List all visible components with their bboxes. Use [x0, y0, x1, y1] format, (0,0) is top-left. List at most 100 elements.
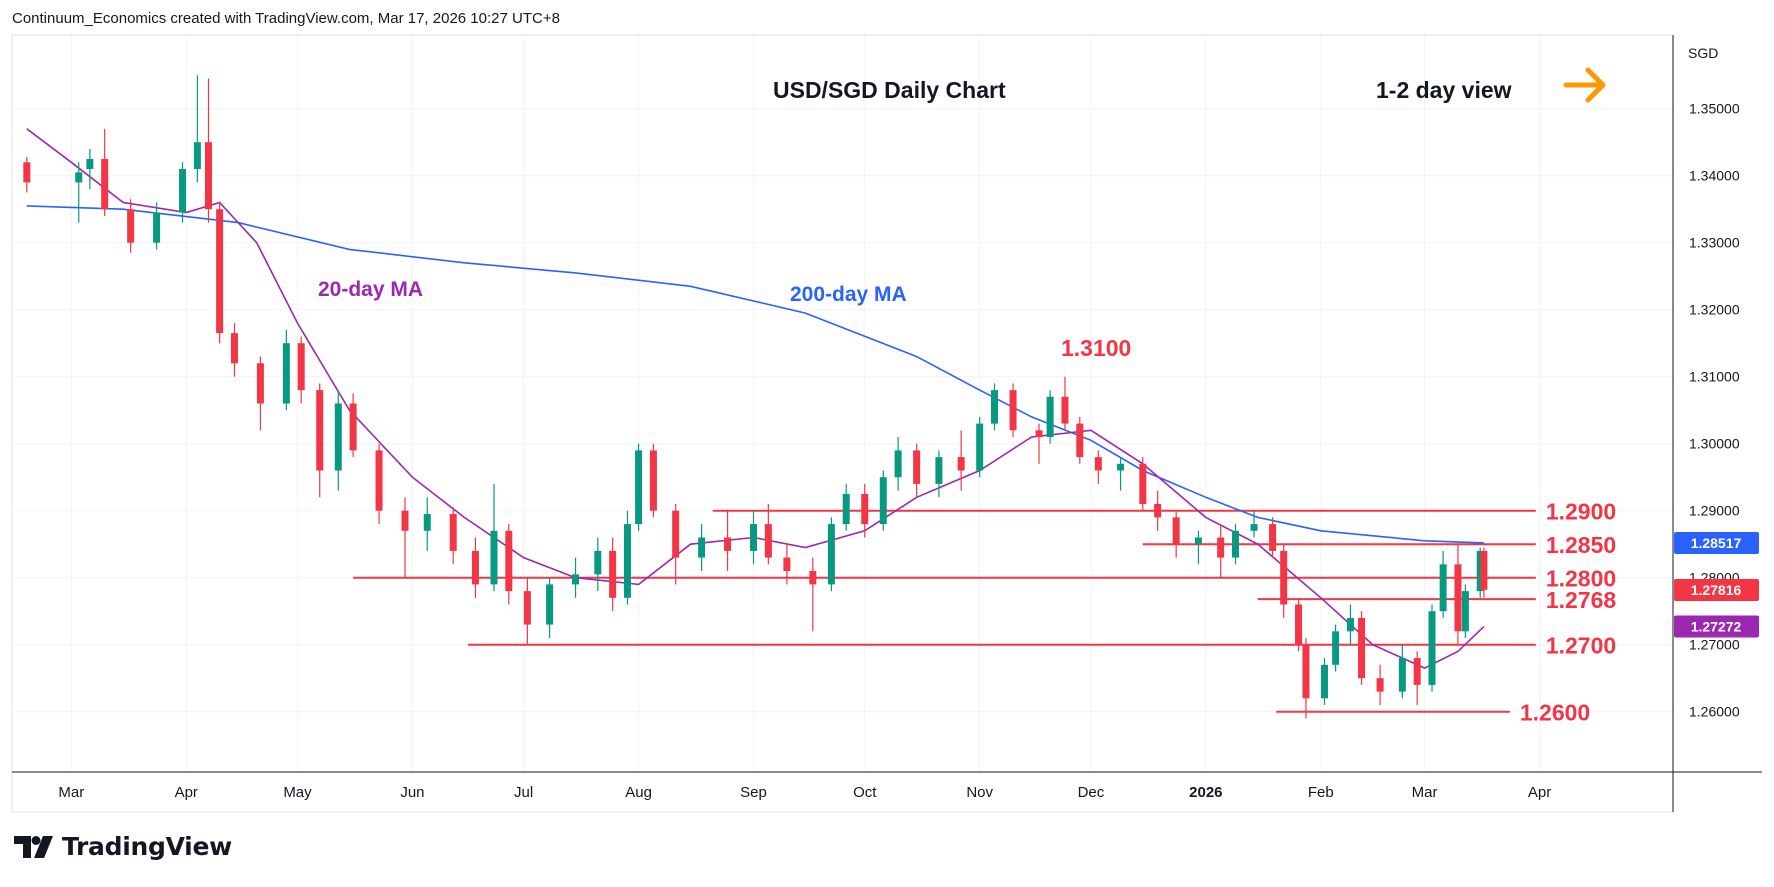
candle-body	[1346, 617, 1354, 632]
candle-body	[1172, 517, 1180, 545]
plot-frame	[11, 34, 1674, 813]
y-tick-label: 1.35000	[1689, 101, 1740, 117]
candle-body	[672, 510, 680, 558]
ma200-path	[26, 205, 1484, 544]
candle	[1139, 457, 1147, 511]
candle	[1250, 510, 1258, 538]
candle-body	[1250, 524, 1258, 531]
candle	[1076, 416, 1084, 464]
candle-body	[1454, 564, 1462, 632]
x-tick-label: Apr	[1528, 784, 1551, 801]
candle	[282, 329, 290, 411]
candle	[1413, 651, 1421, 705]
candle-body	[316, 390, 324, 471]
candle-body	[256, 363, 264, 404]
tradingview-logo[interactable]: TradingView	[14, 832, 232, 861]
y-tick-label: 1.30000	[1689, 436, 1740, 452]
candle	[672, 504, 680, 585]
candle-body	[1035, 430, 1043, 437]
candle	[1009, 383, 1017, 437]
chart-attribution: Continuum_Economics created with Trading…	[12, 10, 560, 27]
candle-body	[861, 493, 869, 525]
candle-body	[1461, 591, 1469, 632]
candle-body	[401, 510, 409, 531]
candle-body	[1269, 524, 1277, 551]
candle-body	[1332, 631, 1340, 665]
candle-body	[1428, 611, 1436, 685]
x-tick-label: May	[283, 784, 312, 801]
candle-body	[1194, 537, 1202, 545]
candle-body	[1302, 644, 1310, 699]
candle-body	[523, 591, 531, 625]
candle-body	[594, 550, 602, 575]
candle-body	[375, 450, 383, 511]
candle	[256, 356, 264, 431]
candle	[297, 336, 305, 404]
candle-body	[127, 209, 135, 243]
candle-body	[1376, 678, 1384, 692]
level-label: 1.2768	[1546, 587, 1617, 613]
candle	[623, 510, 631, 605]
candle	[1302, 638, 1310, 719]
x-tick-label: Mar	[1412, 784, 1438, 801]
candle-body	[101, 158, 109, 210]
candle	[957, 430, 965, 491]
candle	[861, 483, 869, 538]
candle-body	[827, 524, 835, 585]
y-tick-label: 1.26000	[1689, 704, 1740, 720]
price-badge: 1.27272	[1674, 615, 1759, 638]
candle-body	[1280, 550, 1288, 605]
candle	[1232, 524, 1240, 565]
candle	[879, 470, 887, 531]
candle-body	[153, 212, 161, 243]
price-badge: 1.27816	[1674, 579, 1759, 602]
candle-body	[1046, 396, 1054, 437]
candle	[935, 450, 943, 498]
ma200-label: 200-day MA	[790, 283, 907, 306]
candle	[449, 507, 457, 565]
candle	[349, 393, 357, 458]
candle-body	[991, 390, 999, 424]
candle	[1480, 547, 1488, 598]
candle-body	[1094, 457, 1102, 471]
candle	[75, 162, 83, 223]
x-tick-label: Mar	[58, 784, 84, 801]
candle-body	[297, 343, 305, 391]
candle-body	[1139, 463, 1147, 504]
tradingview-logo-icon	[14, 835, 53, 858]
candle-body	[635, 450, 643, 525]
candle-body	[230, 333, 238, 364]
candle	[594, 537, 602, 592]
candle-body	[75, 172, 83, 183]
price-badge-bg	[1674, 532, 1759, 555]
candle	[827, 517, 835, 592]
candle-body	[1009, 390, 1017, 431]
candle-body	[193, 142, 201, 169]
candle	[635, 443, 643, 531]
candle	[1398, 644, 1406, 699]
candle	[1094, 450, 1102, 484]
candle-body	[609, 550, 617, 598]
candle-body	[809, 571, 817, 585]
candle	[205, 78, 213, 223]
x-tick-label: Oct	[853, 784, 877, 801]
candle	[764, 504, 772, 565]
candle	[649, 443, 657, 518]
candle	[1046, 390, 1054, 444]
candle	[153, 202, 161, 250]
candle	[1269, 517, 1277, 558]
ma20-label: 20-day MA	[318, 278, 423, 301]
candle	[991, 383, 999, 431]
candle	[1061, 376, 1069, 431]
candle-body	[894, 450, 902, 478]
candle-body	[334, 403, 342, 471]
candle	[698, 524, 706, 571]
candle	[1295, 597, 1303, 652]
candle	[1476, 547, 1484, 598]
candle-body	[957, 457, 965, 471]
candle	[1280, 544, 1288, 618]
candle	[86, 148, 94, 190]
tradingview-wordmark: TradingView	[62, 832, 232, 861]
candle-body	[179, 169, 187, 213]
